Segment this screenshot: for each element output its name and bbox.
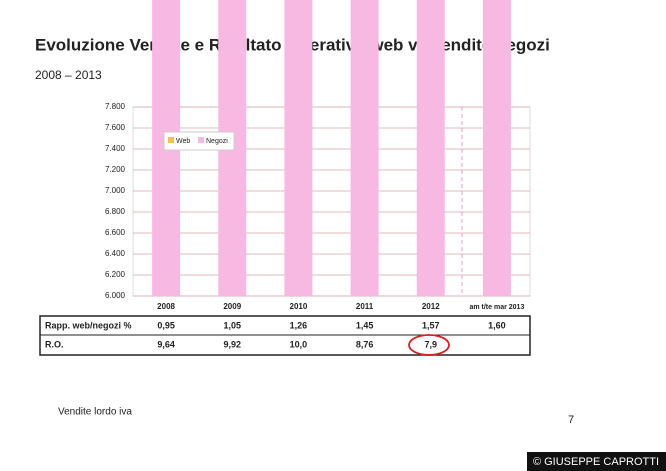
y-tick-label: 7.200 bbox=[105, 165, 126, 174]
table-cell: 10,0 bbox=[290, 339, 308, 349]
y-tick-label: 6.400 bbox=[105, 249, 126, 258]
credit: © GIUSEPPE CAPROTTI bbox=[533, 456, 659, 468]
table-cell: 9,64 bbox=[157, 339, 175, 349]
bar-segment bbox=[350, 0, 379, 296]
table-cell: 8,76 bbox=[356, 339, 374, 349]
legend-label: Negozi bbox=[206, 138, 228, 145]
table-cell: 1,26 bbox=[290, 320, 308, 330]
bar-segment bbox=[284, 0, 313, 296]
page-number: 7 bbox=[568, 414, 574, 426]
y-tick-label: 6.200 bbox=[105, 270, 126, 279]
table-row-label: R.O. bbox=[45, 339, 64, 349]
y-tick-label: 6.000 bbox=[105, 291, 126, 300]
x-tick-label: 2012 bbox=[422, 302, 440, 311]
table-cell: 1,45 bbox=[356, 320, 374, 330]
table-cell: 7,9 bbox=[424, 339, 437, 349]
y-tick-label: 7.800 bbox=[105, 102, 126, 111]
x-tick-label: 2008 bbox=[157, 302, 175, 311]
legend-swatch bbox=[198, 137, 204, 143]
y-tick-label: 7.600 bbox=[105, 123, 126, 132]
highlight-circle bbox=[408, 334, 450, 356]
bar-segment bbox=[416, 0, 445, 296]
y-tick-label: 6.600 bbox=[105, 228, 126, 237]
table-cell: 1,05 bbox=[223, 320, 241, 330]
table-cell: 9,92 bbox=[223, 339, 241, 349]
x-tick-label: 2009 bbox=[223, 302, 241, 311]
table-row-label: Rapp. web/negozi % bbox=[45, 320, 132, 330]
footer-note: Vendite lordo iva bbox=[58, 407, 132, 418]
bar-segment bbox=[482, 0, 511, 296]
x-tick-label: 2010 bbox=[290, 302, 308, 311]
table-cell: 0,95 bbox=[157, 320, 175, 330]
y-tick-label: 6.800 bbox=[105, 207, 126, 216]
table-cell: 1,60 bbox=[488, 320, 506, 330]
y-tick-label: 7.400 bbox=[105, 144, 126, 153]
credit-bg bbox=[527, 452, 666, 471]
x-tick-label: am t/te mar 2013 bbox=[469, 304, 524, 311]
table-cell: 1,57 bbox=[422, 320, 440, 330]
y-tick-label: 7.000 bbox=[105, 186, 126, 195]
chart-subtitle: 2008 – 2013 bbox=[35, 68, 102, 82]
x-tick-label: 2011 bbox=[356, 302, 374, 311]
legend-swatch bbox=[168, 137, 174, 143]
legend-label: Web bbox=[176, 138, 190, 145]
